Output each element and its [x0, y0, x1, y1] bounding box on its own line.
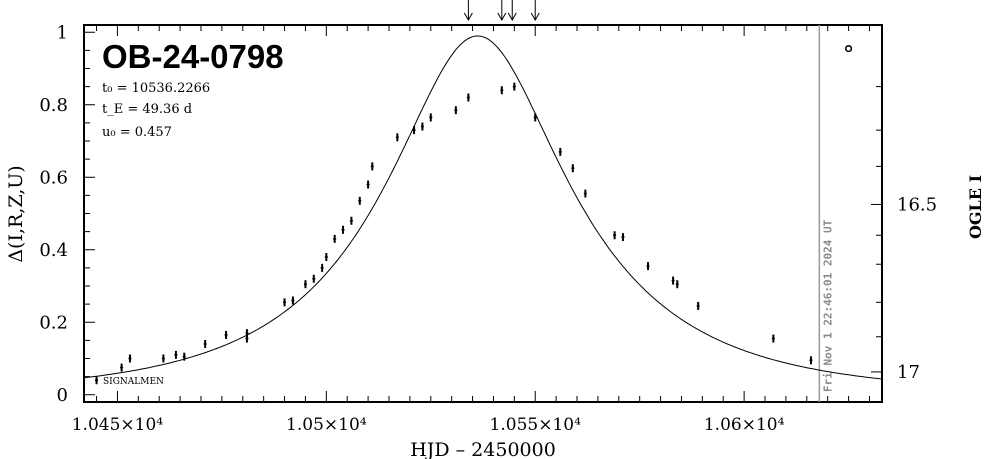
signalmen-label: SIGNALMEN	[103, 377, 164, 387]
data-point	[771, 334, 775, 343]
event-name: OB-24-0798	[102, 38, 284, 75]
data-point	[324, 253, 328, 261]
model-curve	[83, 35, 883, 380]
data-point	[174, 350, 178, 359]
right-tick-label: 16.5	[897, 194, 937, 215]
x-tick-label: 1.05×10⁴	[286, 415, 367, 435]
param-u0: u₀ = 0.457	[102, 125, 172, 140]
y-tick-label: 0.4	[39, 240, 68, 261]
y-tick-label: 0.6	[39, 167, 68, 188]
right-tick-label: 17	[897, 362, 920, 383]
data-point	[621, 233, 625, 242]
param-t0: t₀ = 10536.2266	[102, 81, 210, 96]
data-point	[349, 216, 353, 225]
data-point	[675, 280, 679, 289]
data-point	[454, 106, 458, 115]
data-point	[671, 276, 675, 285]
x-tick-label: 1.045×10⁴	[72, 415, 164, 435]
right-axis-ticks: 16.5 17	[871, 86, 937, 383]
y-tick-label: 1	[57, 22, 68, 43]
data-point	[161, 354, 165, 363]
data-point	[341, 225, 345, 234]
y-axis-label-left: Δ(I,R,Z,U)	[5, 165, 27, 262]
open-circle-marker	[844, 44, 853, 53]
y-tick-label: 0	[57, 385, 68, 406]
x-axis-ticks: 1.045×10⁴ 1.05×10⁴ 1.055×10⁴ 1.06×10⁴	[72, 25, 870, 435]
data-point	[224, 330, 228, 339]
x-tick-label: 1.055×10⁴	[490, 415, 582, 435]
y-axis-ticks: 0 0.2 0.4 0.6 0.8 1	[39, 22, 95, 406]
data-point	[358, 196, 362, 205]
y-axis-label-right: OGLE I	[966, 175, 985, 239]
top-arrow-icon	[463, 0, 473, 22]
data-point	[320, 263, 324, 272]
y-tick-label: 0.8	[39, 95, 68, 116]
data-point	[283, 298, 287, 307]
data-point	[203, 340, 207, 348]
top-arrow-icon	[507, 0, 517, 22]
current-time-label: Fri Nov 1 22:46:01 2024 UT	[821, 219, 834, 392]
data-point	[533, 113, 537, 122]
data-point	[613, 231, 617, 240]
top-arrow-icon	[530, 0, 540, 22]
data-point	[366, 180, 370, 189]
data-point	[809, 356, 813, 365]
data-point	[558, 147, 562, 156]
x-tick-label: 1.06×10⁴	[704, 415, 785, 435]
data-point	[571, 164, 575, 173]
data-point	[429, 113, 433, 122]
y-tick-label: 0.2	[39, 312, 68, 333]
data-point	[291, 296, 295, 305]
param-te: t_E = 49.36 d	[102, 102, 192, 117]
data-point	[128, 354, 132, 363]
data-point	[120, 363, 124, 372]
data-point	[312, 274, 316, 283]
top-arrows	[463, 0, 540, 22]
data-point	[370, 162, 374, 171]
data-point	[245, 329, 249, 338]
data-point	[395, 133, 399, 142]
data-points	[95, 82, 813, 385]
data-point	[500, 86, 504, 95]
data-point	[182, 352, 186, 361]
data-point	[333, 234, 337, 243]
data-point	[412, 126, 416, 135]
data-point	[420, 122, 424, 131]
data-point	[696, 301, 700, 310]
data-point	[303, 280, 307, 289]
data-point	[95, 376, 99, 385]
x-axis-label: HJD – 2450000	[410, 439, 556, 459]
data-point	[583, 189, 587, 198]
data-point	[512, 82, 516, 91]
top-arrow-icon	[497, 0, 507, 22]
data-point	[466, 93, 470, 102]
data-point	[646, 262, 650, 271]
